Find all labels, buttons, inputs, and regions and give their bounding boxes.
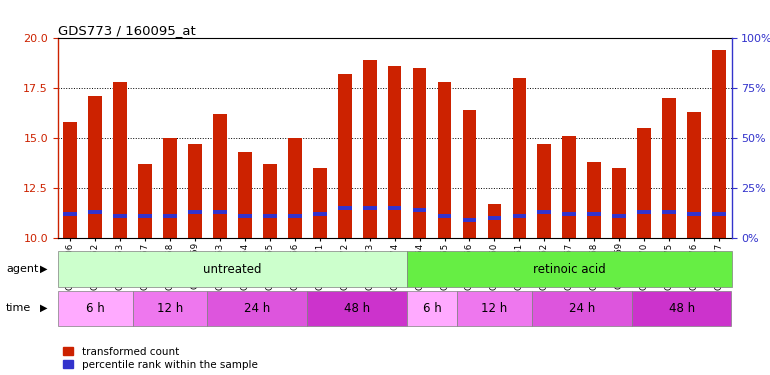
Bar (238, 214, 252, 218)
Bar (213, 114, 227, 238)
Bar (687, 112, 701, 238)
Bar (113, 214, 127, 218)
Bar (532, 291, 631, 326)
Bar (388, 66, 401, 238)
Text: retinoic acid: retinoic acid (533, 262, 606, 276)
Bar (288, 214, 302, 218)
Bar (662, 210, 676, 214)
Bar (338, 74, 352, 238)
Bar (638, 210, 651, 214)
Bar (537, 144, 551, 238)
Bar (207, 291, 307, 326)
Text: GDS773 / 160095_at: GDS773 / 160095_at (58, 24, 196, 38)
Bar (338, 206, 352, 210)
Bar (188, 210, 202, 214)
Bar (487, 216, 501, 220)
Bar (307, 291, 407, 326)
Bar (238, 152, 252, 238)
Text: 48 h: 48 h (668, 302, 695, 315)
Bar (288, 138, 302, 238)
Bar (463, 110, 477, 238)
Bar (437, 82, 451, 238)
Bar (487, 204, 501, 238)
Bar (58, 291, 132, 326)
Bar (89, 96, 102, 238)
Bar (313, 168, 326, 238)
Bar (638, 128, 651, 238)
Text: ▶: ▶ (40, 303, 48, 313)
Bar (139, 164, 152, 238)
Bar (163, 138, 177, 238)
Bar (513, 214, 526, 218)
Bar (407, 291, 457, 326)
Text: ▶: ▶ (40, 264, 48, 274)
Bar (58, 251, 407, 287)
Bar (188, 144, 202, 238)
Bar (537, 210, 551, 214)
Bar (89, 210, 102, 214)
Text: 12 h: 12 h (481, 302, 507, 315)
Bar (413, 208, 427, 212)
Bar (687, 212, 701, 216)
Bar (407, 251, 732, 287)
Bar (457, 291, 532, 326)
Bar (63, 212, 77, 216)
Bar (363, 206, 377, 210)
Bar (263, 214, 276, 218)
Text: untreated: untreated (203, 262, 262, 276)
Bar (662, 98, 676, 238)
Bar (712, 50, 726, 238)
Legend: transformed count, percentile rank within the sample: transformed count, percentile rank withi… (63, 346, 258, 370)
Bar (413, 68, 427, 238)
Bar (562, 136, 576, 238)
Bar (712, 212, 726, 216)
Bar (612, 168, 626, 238)
Text: 24 h: 24 h (569, 302, 595, 315)
Text: 12 h: 12 h (157, 302, 183, 315)
Bar (313, 212, 326, 216)
Bar (113, 82, 127, 238)
Bar (213, 210, 227, 214)
Text: 6 h: 6 h (85, 302, 105, 315)
Text: 6 h: 6 h (423, 302, 441, 315)
Bar (588, 212, 601, 216)
Bar (437, 214, 451, 218)
Bar (63, 122, 77, 238)
Bar (363, 60, 377, 238)
Bar (163, 214, 177, 218)
Bar (388, 206, 401, 210)
Text: agent: agent (6, 264, 38, 274)
Bar (588, 162, 601, 238)
Text: 48 h: 48 h (344, 302, 370, 315)
Bar (463, 218, 477, 222)
Bar (513, 78, 526, 238)
Bar (139, 214, 152, 218)
Text: 24 h: 24 h (244, 302, 270, 315)
Bar (263, 164, 276, 238)
Bar (631, 291, 732, 326)
Text: time: time (6, 303, 32, 313)
Bar (612, 214, 626, 218)
Bar (132, 291, 207, 326)
Bar (562, 212, 576, 216)
